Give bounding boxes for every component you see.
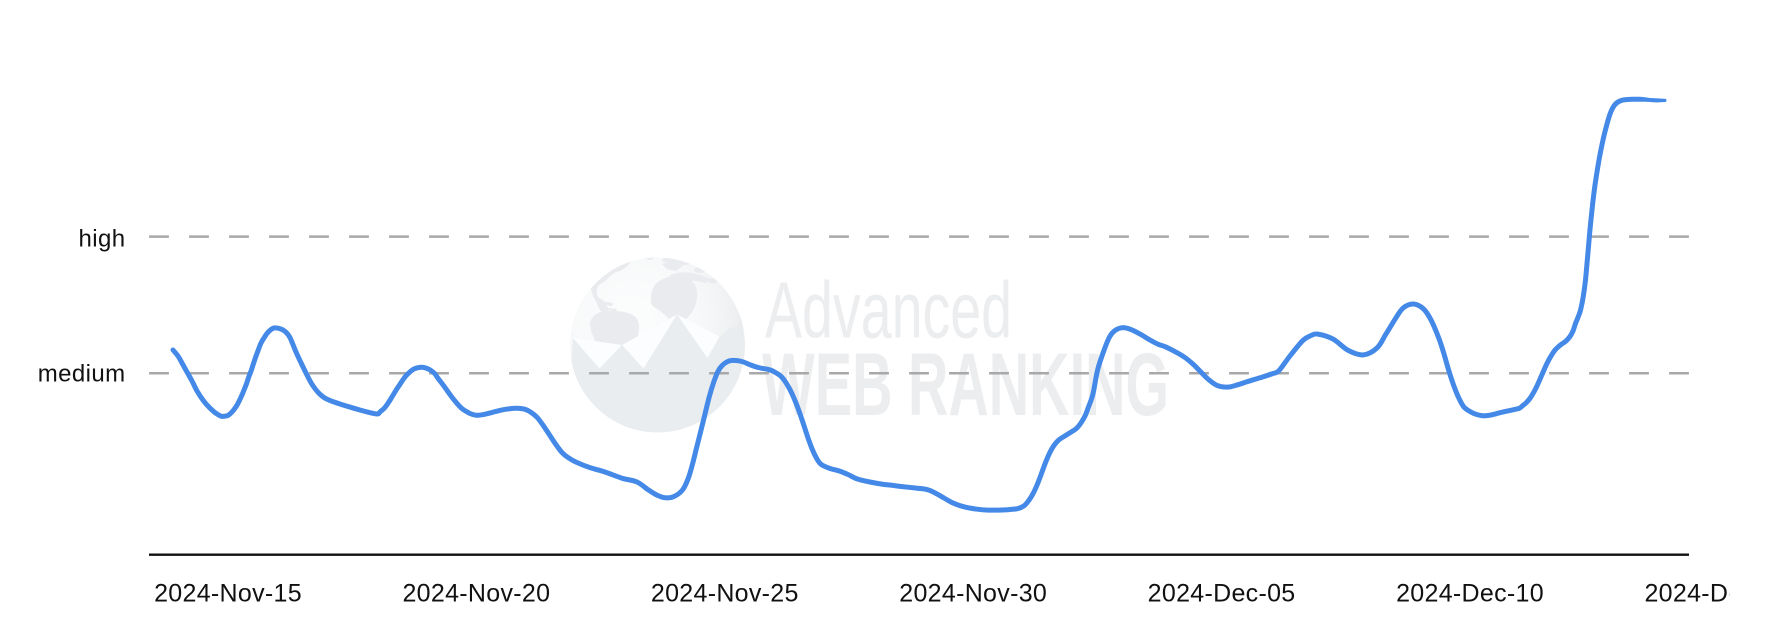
svg-text:2024-Nov-25: 2024-Nov-25 — [651, 580, 799, 608]
svg-text:2024-Nov-30: 2024-Nov-30 — [899, 580, 1047, 608]
svg-text:medium: medium — [38, 360, 126, 387]
svg-text:2024-Dec-10: 2024-Dec-10 — [1396, 580, 1544, 608]
svg-text:2024-Nov-15: 2024-Nov-15 — [154, 580, 302, 608]
svg-text:high: high — [79, 226, 126, 253]
svg-text:WEB RANKING: WEB RANKING — [762, 334, 1169, 434]
svg-text:Advanced: Advanced — [765, 266, 1012, 355]
svg-text:2024-Dec-05: 2024-Dec-05 — [1148, 580, 1296, 608]
svg-text:2024-Nov-20: 2024-Nov-20 — [402, 580, 550, 608]
